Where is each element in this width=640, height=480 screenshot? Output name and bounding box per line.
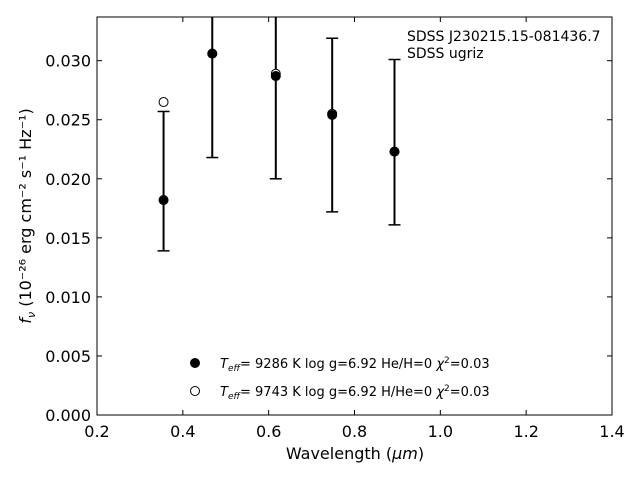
legend-entry-1: Teff= 9286 K log g=6.92 He/H=0 χ2=0.03 bbox=[220, 356, 490, 374]
x-tick-label: 1.2 bbox=[513, 422, 538, 441]
model-point-filled bbox=[207, 48, 218, 59]
model-point-filled bbox=[158, 195, 169, 206]
annotation-filter-set: SDSS ugriz bbox=[407, 46, 484, 62]
x-tick-label: 0.8 bbox=[342, 422, 367, 441]
y-tick-label: 0.000 bbox=[45, 406, 91, 425]
x-tick-label: 1.0 bbox=[428, 422, 453, 441]
y-tick-label: 0.010 bbox=[45, 288, 91, 307]
model-point-filled bbox=[270, 71, 281, 82]
y-tick-label: 0.005 bbox=[45, 347, 91, 366]
plot-frame bbox=[96, 16, 613, 416]
legend-marker-open bbox=[190, 386, 200, 396]
x-tick-label: 0.2 bbox=[84, 422, 109, 441]
model-point-filled bbox=[327, 110, 338, 121]
error-bars bbox=[157, 17, 401, 252]
x-tick-label: 0.4 bbox=[170, 422, 195, 441]
markers bbox=[158, 48, 400, 206]
y-tick-label: 0.030 bbox=[45, 52, 91, 71]
legend-entry-2: Teff= 9743 K log g=6.92 H/He=0 χ2=0.03 bbox=[220, 384, 490, 402]
legend: Teff= 9286 K log g=6.92 He/H=0 χ2=0.03 T… bbox=[190, 356, 490, 402]
y-tick-label: 0.020 bbox=[45, 170, 91, 189]
y-tick-label: 0.025 bbox=[45, 111, 91, 130]
ticks: 0.2 0.4 0.6 0.8 1.0 1.2 1.4 0.000 0.005 0.010 0.01… bbox=[45, 17, 625, 441]
x-axis-label: Wavelength (μm) bbox=[286, 444, 424, 463]
annotation-object-name: SDSS J230215.15-081436.7 bbox=[407, 29, 601, 45]
y-tick-label: 0.015 bbox=[45, 229, 91, 248]
legend-marker-filled bbox=[190, 358, 200, 368]
x-tick-label: 0.6 bbox=[256, 422, 281, 441]
model-point-open bbox=[158, 97, 169, 108]
x-tick-label: 1.4 bbox=[599, 422, 624, 441]
model-point-filled bbox=[389, 146, 400, 157]
y-axis-label: fν (10⁻²⁶ erg cm⁻² s⁻¹ Hz⁻¹) bbox=[16, 108, 38, 323]
